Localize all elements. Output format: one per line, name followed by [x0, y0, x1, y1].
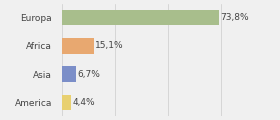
Text: 15,1%: 15,1%: [95, 41, 124, 50]
Bar: [62, 95, 71, 110]
Text: 4,4%: 4,4%: [73, 98, 95, 107]
Text: 73,8%: 73,8%: [220, 13, 249, 22]
Text: 6,7%: 6,7%: [78, 70, 101, 79]
Bar: [62, 38, 94, 54]
Bar: [62, 10, 219, 25]
Bar: [62, 66, 76, 82]
